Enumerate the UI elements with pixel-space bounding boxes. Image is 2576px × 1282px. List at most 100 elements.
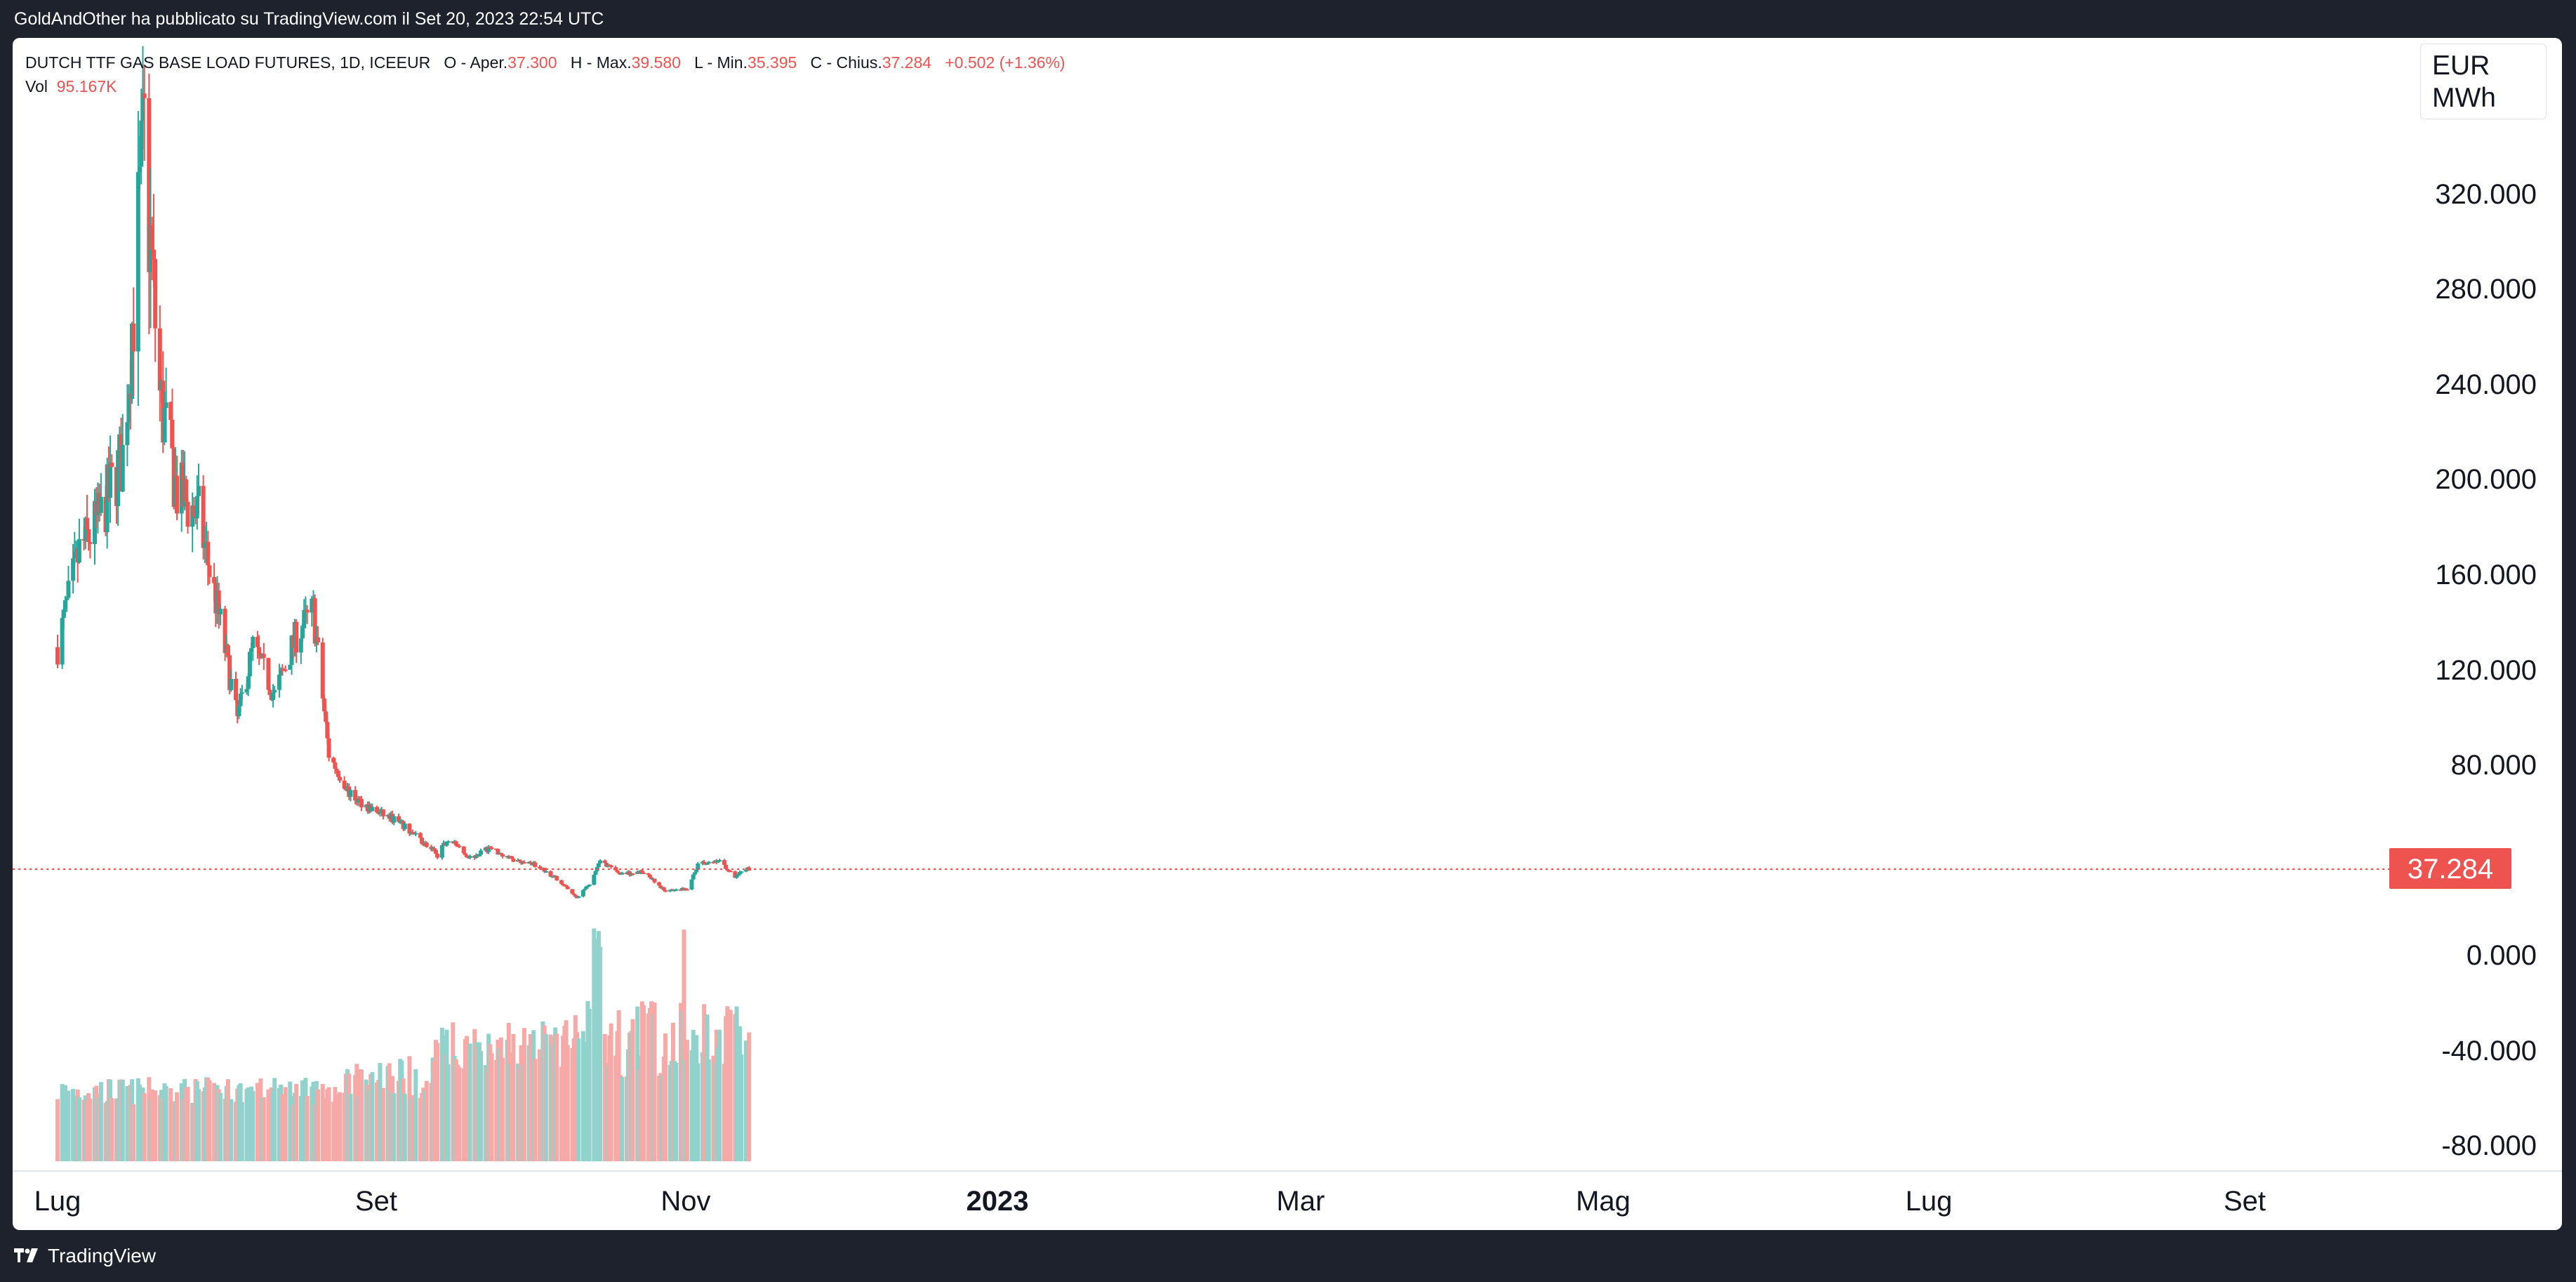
- volume-bar: [555, 1033, 559, 1161]
- x-axis[interactable]: Lug Set Nov 2023 Mar Mag Lug Set: [34, 1186, 2266, 1217]
- candle-body: [255, 637, 260, 647]
- candle-body: [277, 675, 281, 690]
- candle-body: [223, 609, 227, 654]
- volume-bar: [261, 1097, 266, 1161]
- candle-body: [116, 450, 121, 506]
- candle-body: [583, 889, 587, 891]
- candle-body: [620, 872, 625, 875]
- candle-body: [613, 867, 618, 871]
- candle-body: [289, 635, 294, 666]
- candle-body: [421, 843, 426, 845]
- volume-bar: [747, 1032, 752, 1161]
- volume-bar: [98, 1082, 103, 1161]
- volume-bar: [739, 1055, 744, 1161]
- candle-body: [522, 861, 526, 864]
- candle-body: [375, 807, 380, 813]
- candle-body: [234, 679, 239, 700]
- candle-body: [598, 860, 603, 864]
- candle-body: [461, 846, 466, 854]
- candle-body: [565, 886, 570, 890]
- candle-body: [615, 870, 620, 873]
- volume-bar: [543, 1033, 548, 1161]
- candle-body: [257, 647, 262, 654]
- candle-body: [342, 780, 347, 789]
- y-axis[interactable]: 320.000 280.000 240.000 200.000 160.000 …: [2435, 179, 2537, 1161]
- volume-bar: [424, 1081, 429, 1161]
- candle-body: [246, 676, 251, 689]
- candle-body: [272, 689, 277, 693]
- candle-body: [652, 878, 657, 883]
- candle-body: [229, 679, 234, 690]
- volume-bar: [457, 1066, 462, 1161]
- candle-body: [433, 850, 438, 854]
- candle-body: [692, 872, 697, 875]
- volume-bar: [77, 1097, 81, 1161]
- price-chart[interactable]: 37.284 320.000 280.000 240.000 200.000 1…: [13, 38, 2562, 1230]
- candles-layer: [55, 46, 752, 899]
- candle-body: [310, 598, 314, 613]
- volume-bar: [392, 1093, 397, 1161]
- volume-bar: [576, 1038, 581, 1161]
- candle-body: [168, 402, 173, 421]
- candle-body: [661, 887, 666, 890]
- candle-body: [192, 505, 197, 517]
- candle-body: [424, 842, 429, 847]
- candle-body: [657, 882, 662, 886]
- candle-body: [312, 598, 317, 644]
- candle-body: [584, 886, 589, 890]
- candle-body: [370, 807, 375, 812]
- candle-body: [616, 872, 621, 874]
- volume-bar: [511, 1033, 516, 1161]
- candle-body: [316, 637, 321, 643]
- candle-body: [201, 486, 206, 548]
- volume-bar: [728, 1010, 733, 1161]
- volume-bar: [642, 1005, 646, 1161]
- volume-bar: [120, 1079, 125, 1161]
- footer-brand: TradingView: [48, 1245, 157, 1267]
- candle-body: [359, 799, 364, 807]
- candle-body: [88, 542, 93, 544]
- volume-bar: [185, 1087, 190, 1161]
- volume-value: 95.167K: [56, 77, 117, 95]
- candle-body: [576, 896, 581, 898]
- candle-body: [489, 847, 494, 850]
- candle-body: [592, 874, 597, 885]
- symbol-title[interactable]: DUTCH TTF GAS BASE LOAD FUTURES, 1D, ICE…: [25, 53, 431, 72]
- candle-body: [649, 877, 654, 880]
- candle-body: [194, 496, 199, 519]
- candle-body: [585, 885, 590, 887]
- x-tick-label: 2023: [967, 1186, 1029, 1217]
- candle-body: [724, 864, 729, 869]
- candle-body: [457, 845, 462, 847]
- unit-measure: MWh: [2432, 83, 2496, 113]
- volume-bar: [717, 1029, 722, 1161]
- volume-bar: [305, 1096, 310, 1161]
- candle-body: [511, 858, 516, 862]
- volume-bar: [153, 1090, 158, 1161]
- candle-body: [283, 669, 288, 671]
- chart-legend: DUTCH TTF GAS BASE LOAD FUTURES, 1D, ICE…: [25, 51, 1065, 98]
- candle-body: [528, 861, 533, 864]
- candle-body: [261, 654, 266, 659]
- candle-body: [711, 861, 716, 864]
- tradingview-logo-icon: [14, 1245, 39, 1267]
- candle-body: [206, 541, 211, 566]
- volume-bar: [164, 1085, 168, 1161]
- candle-body: [596, 863, 601, 867]
- candle-body: [109, 463, 114, 468]
- candle-body: [86, 529, 91, 543]
- volume-bar: [66, 1090, 71, 1161]
- price-unit-box[interactable]: EUR MWh: [2420, 44, 2547, 119]
- candle-body: [453, 841, 458, 846]
- candle-body: [197, 486, 201, 496]
- volume-bar: [239, 1102, 244, 1161]
- candle-body: [559, 880, 564, 884]
- candle-body: [267, 689, 272, 695]
- y-tick-label: 80.000: [2451, 750, 2537, 781]
- candle-body: [336, 770, 340, 777]
- candle-body: [356, 798, 361, 802]
- volume-bar: [142, 1093, 147, 1161]
- candle-body: [71, 558, 76, 581]
- candle-body: [305, 609, 310, 613]
- chart-panel[interactable]: 37.284 320.000 280.000 240.000 200.000 1…: [13, 38, 2562, 1230]
